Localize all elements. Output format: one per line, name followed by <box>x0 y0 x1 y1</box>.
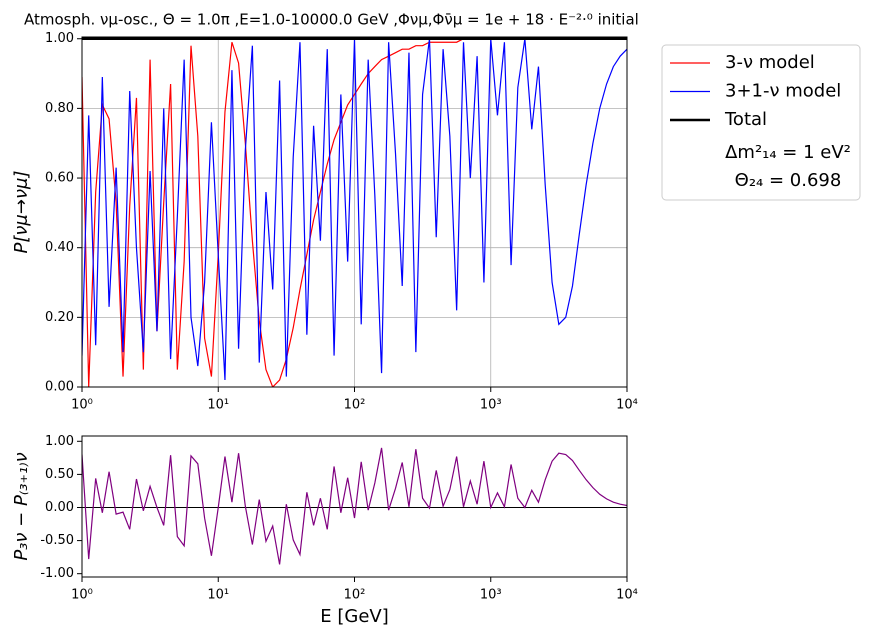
chart-title: Atmosph. νμ-osc., Θ = 1.0π ,E=1.0-10000.… <box>24 11 639 29</box>
y-tick-label: -0.50 <box>40 533 74 548</box>
y-tick-label: 0.00 <box>45 500 74 515</box>
axes: 10⁰ 10¹ 10² 10³ 10⁴ -1.00 -0.50 0.00 0.50 1.00 P₃ν… <box>11 434 638 627</box>
x-tick-label: 10² <box>344 398 366 413</box>
y-tick-label: 0.80 <box>45 101 74 116</box>
axes: 10⁰ 10¹ 10² 10³ 10⁴ 0.00 0.20 0.40 0.60 0.80 1.00 P… <box>11 31 638 412</box>
axes-frame <box>81 36 628 388</box>
y-tick-label: 1.00 <box>45 31 74 46</box>
x-tick-label: 10⁴ <box>616 398 638 413</box>
legend: 3-ν model 3+1-ν model Total Δm²₁₄ = 1 eV² Θ₂… <box>661 44 861 201</box>
data-line <box>82 447 627 565</box>
y-tick-label: 0.40 <box>45 240 74 255</box>
y-tick-label: 0.20 <box>45 310 74 325</box>
y-tick-label: 0.50 <box>45 467 74 482</box>
x-tick-label: 10³ <box>480 588 502 603</box>
legend-label: 3+1-ν model <box>725 81 841 102</box>
y-axis-label: P₃ν − P₍₃₊₁₎ν <box>11 452 32 560</box>
x-tick-label: 10⁰ <box>71 398 93 413</box>
x-axis-label: E [GeV] <box>320 606 388 627</box>
x-tick-label: 10¹ <box>207 398 229 413</box>
y-tick-label: 1.00 <box>45 434 74 449</box>
x-tick-label: 10⁴ <box>616 588 638 603</box>
x-tick-label: 10² <box>344 588 366 603</box>
y-tick-label: 0.00 <box>45 380 74 395</box>
legend-annotation: Θ₂₄ = 0.698 <box>735 170 842 191</box>
legend-label: Total <box>724 109 767 130</box>
x-tick-label: 10⁰ <box>71 588 93 603</box>
legend-annotation: Δm²₁₄ = 1 eV² <box>725 142 851 163</box>
legend-label: 3-ν model <box>725 52 815 73</box>
legend-box <box>661 44 861 201</box>
x-tick-label: 10³ <box>480 398 502 413</box>
y-tick-label: 0.60 <box>45 171 74 186</box>
y-tick-label: -1.00 <box>40 566 74 581</box>
axes-frame <box>81 435 628 578</box>
y-axis-label: P[νμ→νμ] <box>11 171 32 254</box>
x-tick-label: 10¹ <box>207 588 229 603</box>
